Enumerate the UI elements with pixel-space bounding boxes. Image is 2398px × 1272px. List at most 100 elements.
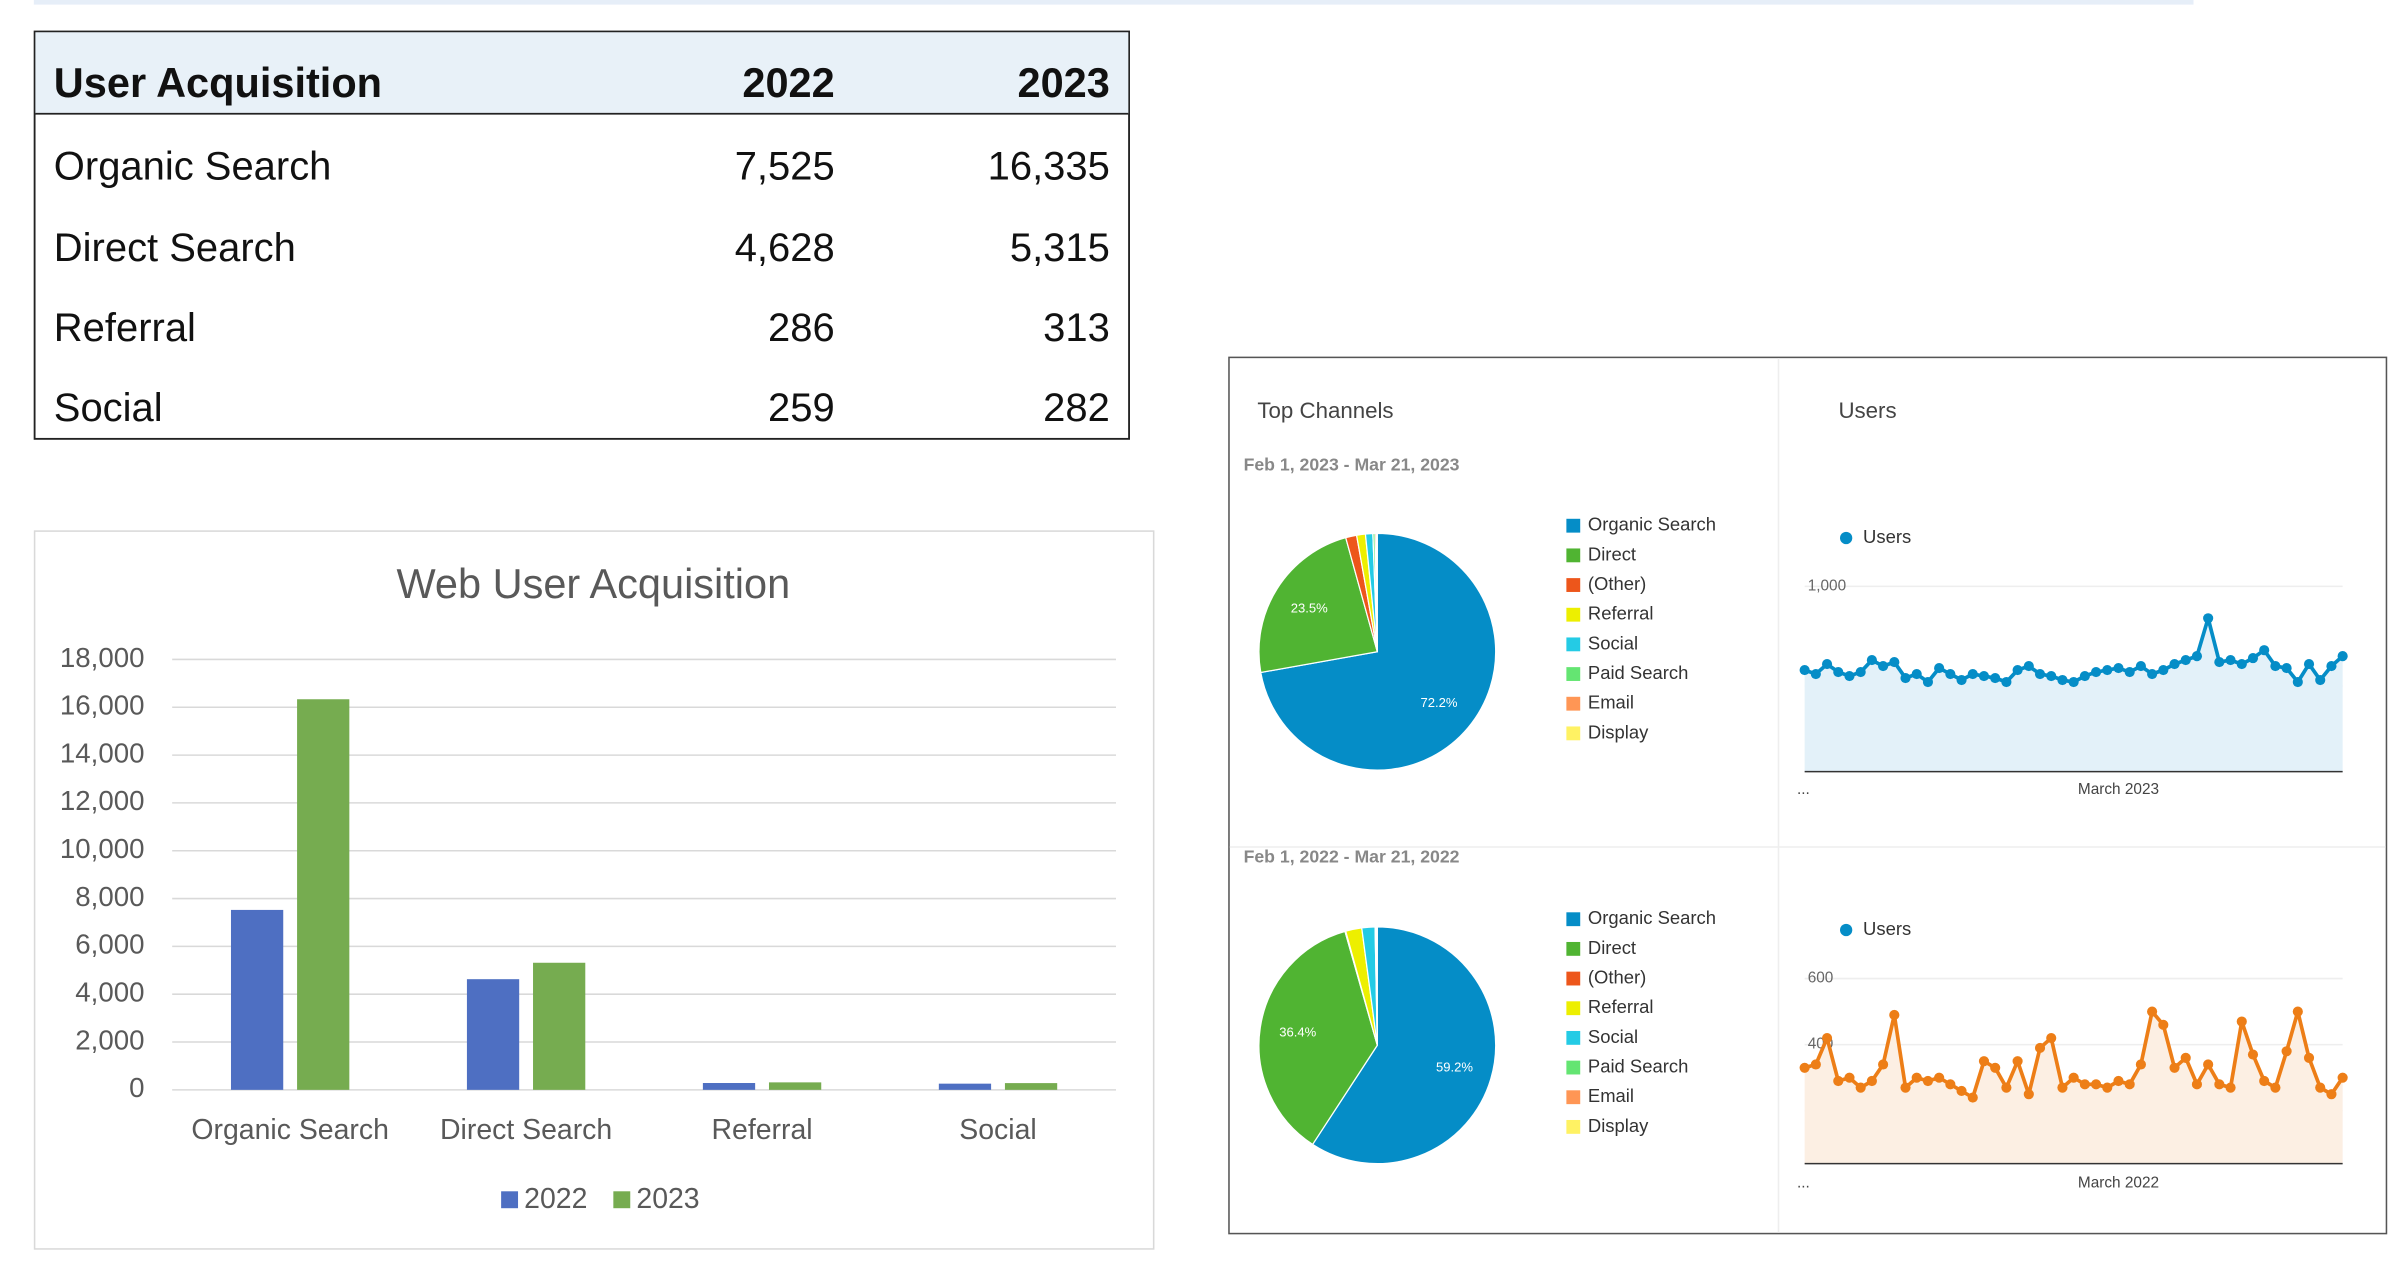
legend-label: Direct: [1588, 543, 1636, 564]
table-cell: Social: [54, 386, 163, 430]
point: [2012, 664, 2023, 676]
x-tick-label: ...: [1797, 781, 1810, 798]
table-cell: Referral: [54, 306, 196, 350]
bar: [230, 909, 284, 1090]
point: [2034, 1042, 2046, 1054]
x-tick-label: ...: [1797, 1175, 1810, 1192]
point: [2292, 676, 2303, 688]
bar: [1004, 1083, 1058, 1090]
y-tick-label: 10,000: [60, 833, 145, 864]
panel-title: Users: [1838, 398, 1896, 423]
point: [1810, 1059, 1821, 1070]
y-tick-label: 2,000: [75, 1024, 144, 1055]
point: [1889, 1009, 1900, 1020]
point: [2147, 668, 2158, 680]
point: [1911, 668, 1922, 680]
y-tick-label: 4,000: [75, 977, 144, 1008]
point: [1855, 666, 1866, 678]
legend-swatch: [613, 1191, 631, 1209]
table-cell: Organic Search: [54, 145, 332, 189]
legend-label: Referral: [1588, 603, 1654, 624]
point: [2158, 664, 2169, 676]
legend-swatch: [1566, 637, 1581, 652]
table-header-bg: [35, 32, 1129, 114]
y-tick-label: 8,000: [75, 881, 144, 912]
date-range: Feb 1, 2023 - Mar 21, 2023: [1244, 454, 1460, 474]
legend-dot: [1839, 531, 1853, 545]
point: [1833, 1075, 1844, 1087]
y-tick-label: 6,000: [75, 929, 144, 960]
bar: [702, 1083, 756, 1090]
legend-dot: [1839, 923, 1853, 937]
legend-swatch: [1566, 726, 1581, 741]
point: [1821, 659, 1833, 670]
point: [1799, 664, 1810, 676]
point: [2113, 662, 2124, 674]
legend-swatch: [1566, 607, 1581, 622]
table-cell: 313: [1043, 306, 1110, 350]
point: [2247, 1049, 2259, 1060]
point: [2326, 1089, 2337, 1100]
slice-label: 23.5%: [1291, 600, 1328, 615]
point: [2169, 1062, 2180, 1073]
point: [1990, 672, 2001, 684]
pie-slice: [1311, 926, 1497, 1165]
point: [2225, 1082, 2236, 1093]
point: [1911, 1072, 1922, 1083]
point: [2281, 662, 2292, 674]
point: [2203, 1059, 2214, 1070]
bar-chart-frame: [33, 530, 1155, 1250]
point: [2079, 670, 2090, 682]
point: [2191, 1079, 2203, 1090]
point: [1956, 1085, 1967, 1096]
date-range: Feb 1, 2022 - Mar 21, 2022: [1244, 846, 1460, 866]
point: [1922, 1075, 1934, 1087]
point: [2214, 1079, 2225, 1090]
bar: [768, 1082, 822, 1090]
y-tick-label: 12,000: [60, 785, 145, 816]
table-cell: 5,315: [1010, 226, 1110, 270]
legend-label: 2022: [524, 1183, 587, 1215]
legend-label: Email: [1588, 1085, 1634, 1106]
legend-swatch: [1566, 1090, 1581, 1105]
point: [2315, 1082, 2326, 1093]
pie-slice: [1258, 536, 1379, 674]
legend-swatch: [1566, 578, 1581, 592]
point: [2326, 661, 2337, 672]
slice-label: 72.2%: [1421, 695, 1458, 710]
point: [2102, 1082, 2113, 1093]
panel-title: Top Channels: [1257, 398, 1393, 423]
point: [1978, 670, 1990, 682]
legend-label: (Other): [1588, 966, 1646, 987]
point: [2012, 1056, 2023, 1067]
legend-label: Organic Search: [1588, 514, 1716, 535]
point: [1922, 676, 1934, 688]
legend-swatch: [501, 1191, 519, 1209]
table-cell: 16,335: [988, 145, 1110, 189]
legend-swatch: [1566, 971, 1581, 986]
legend-label: Referral: [1588, 996, 1654, 1017]
x-tick-label: Direct Search: [440, 1114, 612, 1146]
point: [2236, 659, 2247, 670]
chart-title: Web User Acquisition: [397, 560, 791, 607]
table-header-cell: User Acquisition: [54, 59, 382, 106]
point: [2057, 1082, 2068, 1093]
pie-slice: [1260, 532, 1497, 771]
table-cell: 7,525: [735, 145, 835, 189]
legend-swatch: [1566, 518, 1581, 533]
pie-slice: [1258, 930, 1378, 1146]
point: [1990, 1062, 2001, 1073]
point: [2270, 1082, 2281, 1093]
legend-label: Display: [1588, 721, 1649, 742]
point: [2046, 1032, 2057, 1044]
area: [1804, 618, 2343, 772]
legend-label: Display: [1588, 1115, 1649, 1136]
pie-slice: [1375, 532, 1378, 652]
table-cell: 259: [768, 386, 835, 430]
legend-swatch: [1566, 1001, 1581, 1016]
point: [2169, 659, 2180, 670]
point: [1844, 670, 1855, 682]
top-strip: [33, 0, 2194, 5]
point: [1799, 1062, 1810, 1073]
